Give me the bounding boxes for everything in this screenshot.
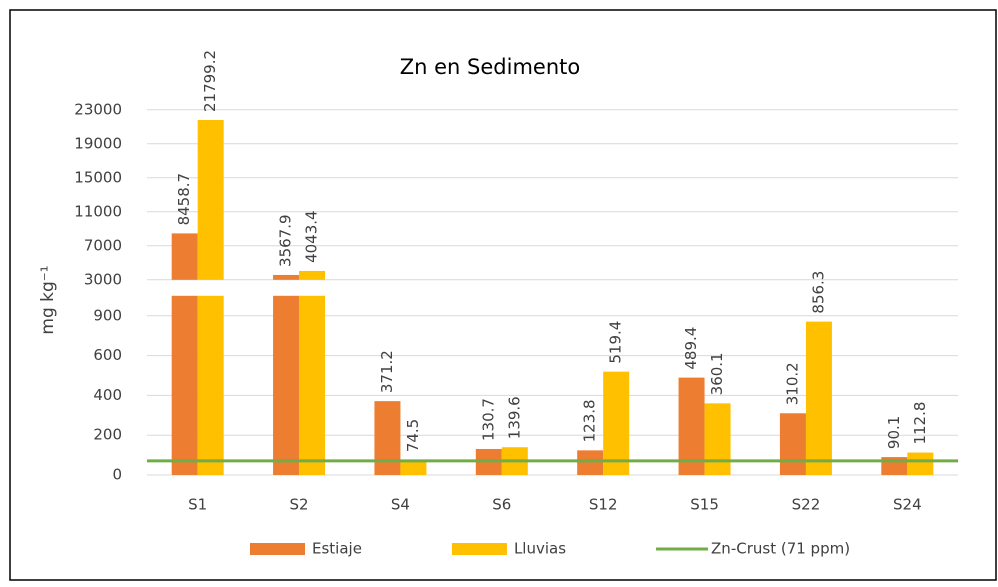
bar-upper <box>171 233 198 280</box>
data-label: 112.8 <box>911 402 929 445</box>
y-axis-label: mg kg⁻¹ <box>38 265 58 334</box>
bar-upper <box>273 274 300 280</box>
x-tick-label: S2 <box>290 496 309 514</box>
bar <box>400 460 427 475</box>
y-tick-label: 600 <box>93 346 122 364</box>
bar <box>374 401 401 475</box>
bar <box>577 450 604 475</box>
data-label: 21799.2 <box>201 50 219 112</box>
data-label: 123.8 <box>581 399 599 442</box>
data-label: 4043.4 <box>303 210 321 263</box>
bar <box>907 452 934 475</box>
bar <box>197 295 224 475</box>
data-label: 74.5 <box>404 419 422 452</box>
data-label: 8458.7 <box>175 173 193 226</box>
y-tick-label: 19000 <box>74 134 122 152</box>
data-label: 139.6 <box>505 396 523 439</box>
legend-swatch <box>250 543 305 555</box>
y-tick-label: 200 <box>93 426 122 444</box>
legend-label: Estiaje <box>312 540 362 558</box>
y-tick-label: 23000 <box>74 100 122 118</box>
y-tick-label: 7000 <box>84 236 122 254</box>
data-label: 519.4 <box>607 321 625 364</box>
legend-label: Lluvias <box>514 540 566 558</box>
data-label: 856.3 <box>809 271 827 314</box>
bar-upper <box>197 120 224 280</box>
x-tick-label: S15 <box>690 496 719 514</box>
data-label: 90.1 <box>885 416 903 449</box>
bar <box>704 403 731 475</box>
bar <box>299 295 326 475</box>
chart-frame <box>9 9 997 581</box>
bar-upper <box>299 270 326 280</box>
x-tick-label: S1 <box>188 496 207 514</box>
y-tick-label: 11000 <box>74 202 122 220</box>
data-label: 489.4 <box>682 327 700 370</box>
legend-swatch <box>451 543 507 555</box>
x-tick-label: S6 <box>492 496 511 514</box>
x-tick-label: S24 <box>893 496 922 514</box>
x-tick-label: S4 <box>391 496 410 514</box>
legend-label: Zn-Crust (71 ppm) <box>711 540 850 558</box>
y-tick-label: 0 <box>112 466 122 484</box>
data-label: 3567.9 <box>277 214 295 267</box>
bar <box>273 295 300 475</box>
data-label: 360.1 <box>708 352 726 395</box>
data-label: 310.2 <box>783 362 801 405</box>
x-tick-label: S12 <box>589 496 618 514</box>
bar <box>603 371 630 475</box>
data-label: 130.7 <box>479 398 497 441</box>
y-tick-label: 400 <box>93 386 122 404</box>
y-tick-label: 3000 <box>84 270 122 288</box>
bar <box>171 295 198 475</box>
bar <box>805 321 832 475</box>
x-tick-label: S22 <box>792 496 821 514</box>
y-tick-label: 15000 <box>74 168 122 186</box>
chart-title: Zn en Sedimento <box>400 55 580 79</box>
bar <box>779 413 806 475</box>
y-tick-label: 900 <box>93 306 122 324</box>
bar <box>678 377 705 475</box>
data-label: 371.2 <box>378 350 396 393</box>
